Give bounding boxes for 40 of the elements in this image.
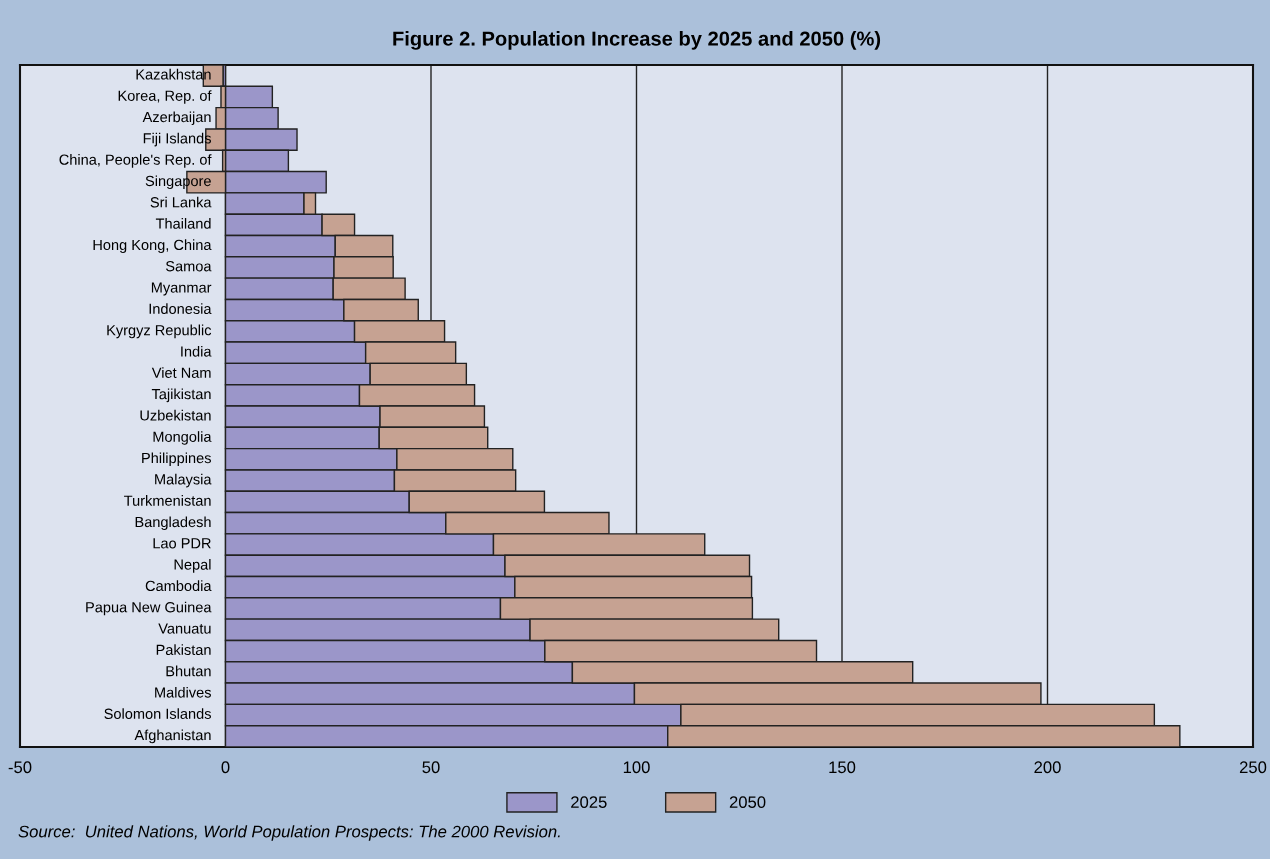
y-tick-label: Viet Nam xyxy=(151,367,211,378)
y-tick-label: Solomon Islands xyxy=(104,708,211,719)
chart-title: Figure 2. Population Increase by 2025 and 2050 (%) xyxy=(393,30,881,50)
y-tick-label: India xyxy=(181,345,212,357)
x-tick-label: 100 xyxy=(623,761,650,774)
y-tick-label: Philippines xyxy=(142,452,211,467)
x-tick-label: 0 xyxy=(221,761,230,774)
x-tick-label: -50 xyxy=(8,761,32,774)
y-tick-label: Vanuatu xyxy=(158,623,211,634)
y-tick-label: Hong Kong, China xyxy=(93,239,212,253)
y-tick-label: Papua New Guinea xyxy=(86,601,212,616)
y-tick-label: Indonesia xyxy=(149,303,212,315)
y-tick-label: Bhutan xyxy=(166,665,211,677)
y-tick-label: Myanmar xyxy=(151,282,212,296)
x-tick-label: 150 xyxy=(829,761,856,774)
y-tick-label: Azerbaijan xyxy=(142,111,211,126)
y-tick-label: Pakistan xyxy=(156,644,211,656)
y-tick-label: Thailand xyxy=(155,218,211,229)
y-tick-label: Bangladesh xyxy=(135,516,211,531)
x-tick-label: 50 xyxy=(422,761,440,774)
y-tick-label: Turkmenistan xyxy=(124,495,211,506)
y-tick-label: Tajikistan xyxy=(151,388,211,403)
y-tick-label: Maldives xyxy=(155,686,211,698)
y-tick-label: Samoa xyxy=(165,261,212,272)
y-tick-label: Korea, Rep. of xyxy=(118,90,212,104)
y-tick-label: Kyrgyz Republic xyxy=(107,324,212,339)
x-tick-label: 250 xyxy=(1239,761,1267,774)
y-tick-label: China, People's Rep. of xyxy=(59,154,212,168)
y-tick-label: Nepal xyxy=(174,559,211,573)
y-tick-label: Afghanistan xyxy=(134,729,211,744)
source-note: Source: United Nations, World Population Prospects: The 2000 Revision. xyxy=(18,825,560,841)
legend-label: 2025 xyxy=(571,796,607,809)
y-tick-label: Cambodia xyxy=(145,580,212,592)
legend-label: 2050 xyxy=(729,796,766,809)
x-tick-label: 200 xyxy=(1034,761,1061,774)
y-tick-label: Sri Lanka xyxy=(150,196,212,208)
y-tick-label: Lao PDR xyxy=(153,538,211,549)
y-tick-label: Malaysia xyxy=(155,473,212,488)
y-tick-label: Uzbekistan xyxy=(140,409,211,421)
y-tick-label: Mongolia xyxy=(153,431,212,445)
